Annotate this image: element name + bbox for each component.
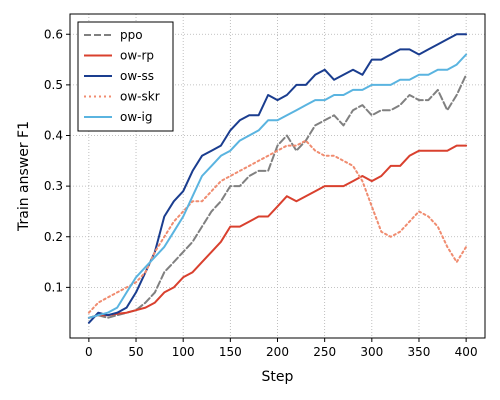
legend: ppo ow-rp ow-ss ow-skr ow-ig xyxy=(77,21,174,132)
x-tick-label: 0 xyxy=(85,345,93,359)
legend-label-ow-rp: ow-rp xyxy=(120,49,154,63)
x-axis-ticks: 0 50 100 150 200 250 300 350 400 xyxy=(85,338,478,359)
grid xyxy=(70,14,485,338)
y-tick-label: 0.5 xyxy=(44,78,63,92)
series-line-ow-rp xyxy=(87,144,468,319)
x-tick-label: 150 xyxy=(219,345,242,359)
legend-label-ow-skr: ow-skr xyxy=(120,90,160,104)
series-line-ow-skr xyxy=(87,139,468,314)
x-tick-label: 250 xyxy=(313,345,336,359)
legend-label-ow-ss: ow-ss xyxy=(120,69,154,83)
x-axis-title: Step xyxy=(262,369,294,385)
series-line-ow-ig xyxy=(87,53,468,319)
y-tick-label: 0.3 xyxy=(44,179,63,193)
y-tick-label: 0.2 xyxy=(44,230,63,244)
x-tick-label: 400 xyxy=(455,345,478,359)
legend-label-ow-ig: ow-ig xyxy=(120,110,152,124)
x-tick-label: 350 xyxy=(408,345,431,359)
series-group xyxy=(87,33,468,324)
series-line-ppo xyxy=(87,73,468,319)
y-axis-title: Train answer F1 xyxy=(16,121,32,232)
x-tick-label: 50 xyxy=(128,345,143,359)
x-tick-label: 100 xyxy=(172,345,195,359)
y-tick-label: 0.6 xyxy=(44,27,63,41)
y-tick-label: 0.1 xyxy=(44,280,63,294)
x-tick-label: 200 xyxy=(266,345,289,359)
y-tick-label: 0.4 xyxy=(44,129,63,143)
y-axis-ticks: 0.1 0.2 0.3 0.4 0.5 0.6 xyxy=(44,27,70,294)
legend-label-ppo: ppo xyxy=(120,28,143,42)
x-tick-label: 300 xyxy=(360,345,383,359)
